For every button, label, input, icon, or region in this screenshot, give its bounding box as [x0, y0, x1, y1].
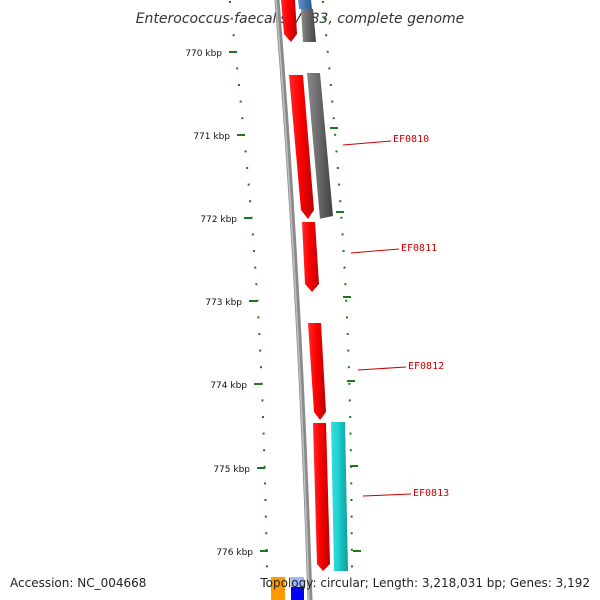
tick-label: 774 kbp [210, 381, 247, 391]
genome-backbone-highlight [275, 0, 310, 600]
ruler-left-dots [229, 1, 268, 568]
ruler-tick-775: 775 kbp [213, 465, 265, 475]
gene-partial-bottom-blue[interactable] [291, 587, 304, 600]
gene-ef0813[interactable] [331, 422, 348, 571]
tick-label: 770 kbp [185, 49, 222, 59]
gene-partial-bottom-orange[interactable] [271, 577, 285, 600]
gene-red-1[interactable] [289, 75, 314, 219]
gene-partial-top-grey[interactable] [301, 9, 316, 42]
topology-text: Topology: circular; Length: 3,218,031 bp… [259, 576, 590, 590]
label-connector [357, 366, 407, 371]
ruler-tick-776: 776 kbp [216, 548, 268, 558]
accession-text: Accession: NC_004668 [10, 576, 146, 590]
gene-label-ef0811[interactable]: EF0811 [350, 243, 437, 254]
gene-partial-bottom-lightblue[interactable] [291, 577, 304, 587]
gene-partial-top-red[interactable] [281, 0, 297, 42]
gene-ef0810[interactable] [307, 73, 333, 219]
ruler-right-ticks [330, 127, 361, 552]
gene-label-text: EF0811 [401, 243, 437, 254]
ruler-tick-771: 771 kbp [193, 132, 245, 142]
ruler-tick-774: 774 kbp [210, 381, 262, 391]
ruler-tick-773: 773 kbp [205, 298, 257, 308]
gene-ef0812[interactable] [308, 323, 326, 420]
gene-label-ef0812[interactable]: EF0812 [357, 361, 444, 372]
gene-label-ef0813[interactable]: EF0813 [362, 488, 449, 499]
label-connector [362, 493, 412, 497]
ruler-tick-772: 772 kbp [200, 215, 252, 225]
tick-label: 771 kbp [193, 132, 230, 142]
gene-label-text: EF0810 [393, 134, 429, 145]
gene-label-text: EF0813 [413, 488, 449, 499]
gene-partial-top-blue[interactable] [298, 0, 312, 9]
genome-backbone [274, 0, 313, 600]
ruler-tick-770: 770 kbp [185, 49, 237, 59]
ruler-right-dots [322, 1, 353, 568]
gene-red-bottom[interactable] [313, 423, 330, 571]
tick-label: 775 kbp [213, 465, 250, 475]
tick-label: 776 kbp [216, 548, 253, 558]
label-connector [342, 140, 392, 146]
gene-label-ef0810[interactable]: EF0810 [342, 134, 429, 146]
tick-label: 773 kbp [205, 298, 242, 308]
gene-ef0811[interactable] [302, 222, 319, 292]
label-connector [350, 248, 400, 254]
gene-label-text: EF0812 [408, 361, 444, 372]
genome-title: Enterococcus faecalis V583, complete gen… [136, 11, 465, 27]
tick-label: 772 kbp [200, 215, 237, 225]
